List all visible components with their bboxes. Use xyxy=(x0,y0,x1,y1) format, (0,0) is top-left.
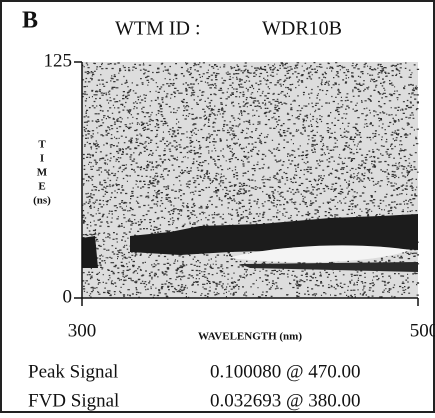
bright-lens xyxy=(228,245,410,263)
signal-label: FVD Signal xyxy=(28,390,119,411)
x-tick-label: 300 xyxy=(68,320,97,341)
panel-label: B xyxy=(22,8,38,34)
header-label: WTM ID : xyxy=(115,18,201,40)
dark-band xyxy=(130,214,418,255)
y-tick-label: 125 xyxy=(44,50,73,71)
y-axis-label: M xyxy=(37,167,48,179)
x-tick-label: 500 xyxy=(410,320,435,341)
y-axis-label: I xyxy=(40,153,44,165)
header-value: WDR10B xyxy=(262,18,342,40)
y-axis-label: T xyxy=(38,139,46,151)
y-tick-label: 0 xyxy=(63,286,73,307)
plot-image xyxy=(82,62,420,298)
signal-value: 0.100080 @ 470.00 xyxy=(210,361,361,382)
lower-streak xyxy=(240,262,418,272)
y-axis-label: E xyxy=(38,181,45,193)
y-axis-label: (ns) xyxy=(33,195,51,207)
dark-blob xyxy=(82,236,98,268)
x-axis-label: WAVELENGTH (nm) xyxy=(198,331,302,343)
signal-value: 0.032693 @ 380.00 xyxy=(210,390,361,411)
signal-label: Peak Signal xyxy=(28,361,118,382)
